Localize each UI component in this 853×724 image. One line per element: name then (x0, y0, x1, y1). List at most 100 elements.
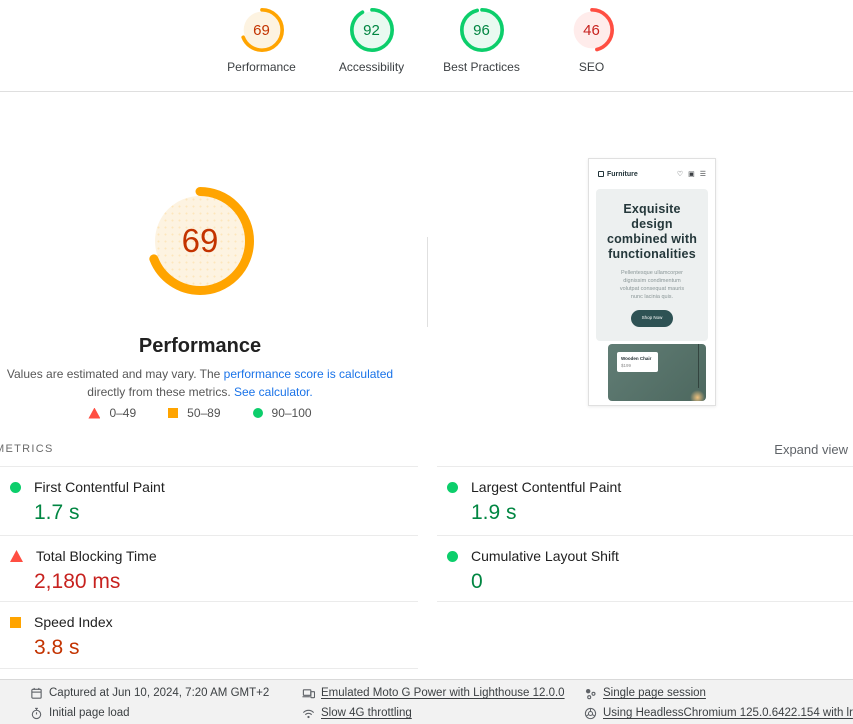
accessibility-gauge-icon: 92 (349, 8, 394, 52)
session-mode[interactable]: Single page session (584, 685, 853, 701)
single-page-session-icon (585, 688, 596, 699)
metric-cumulative-layout-shift: Cumulative Layout Shift 0 (437, 535, 853, 601)
metrics-section-title: METRICS (0, 443, 54, 455)
metric-value: 0 (471, 570, 483, 593)
emulated-device[interactable]: Emulated Moto G Power with Lighthouse 12… (302, 685, 565, 701)
metric-empty-cell (437, 601, 853, 669)
report-footer: Captured at Jun 10, 2024, 7:20 AM GMT+2 … (0, 679, 853, 724)
description-text: Values are estimated and may vary. The (6, 367, 224, 381)
chromium-icon (584, 707, 597, 719)
gauge-dot-pattern (155, 196, 245, 286)
thumb-lamp-cord (698, 344, 699, 388)
thumb-shop-now-button: Shop Now (630, 310, 674, 327)
metric-label: First Contentful Paint (34, 479, 165, 495)
pass-circle-icon (252, 408, 263, 418)
page-load-text: Initial page load (49, 707, 130, 719)
fail-triangle-icon (10, 550, 23, 562)
thumb-product-image: Wooden Chair $199 (608, 344, 706, 401)
performance-score: 69 (253, 21, 270, 39)
thumb-menu-icon: ☰ (699, 170, 706, 178)
seo-label: SEO (578, 60, 605, 74)
category-score-bar: 69 Performance 92 Accessibility 96 Best … (0, 0, 853, 92)
metric-first-contentful-paint: First Contentful Paint 1.7 s (0, 466, 418, 535)
seo-score: 46 (583, 21, 600, 39)
legend-fail-range: 0–49 (109, 406, 137, 420)
metric-label: Largest Contentful Paint (471, 479, 622, 495)
metric-label: Speed Index (34, 614, 113, 630)
score-legend: 0–49 50–89 90–100 (0, 406, 400, 420)
average-square-icon (10, 616, 21, 628)
page-load-mode: Initial page load (30, 705, 269, 721)
thumb-hero-heading: Exquisite design combined with functiona… (606, 202, 698, 261)
best-practices-score: 96 (473, 21, 490, 39)
metrics-header: METRICS Expand view (0, 441, 853, 466)
see-calculator-link[interactable]: See calculator. (233, 385, 313, 399)
thumb-hero-body: Pellentesque ullamcorper dignissim condi… (619, 270, 685, 300)
performance-score-gauge: 69 (146, 187, 254, 295)
accessibility-label: Accessibility (338, 60, 405, 74)
average-square-icon (168, 408, 179, 418)
expand-view-button[interactable]: Expand view (774, 442, 848, 457)
network-throttling-text[interactable]: Slow 4G throttling (321, 707, 412, 719)
accessibility-score: 92 (363, 21, 380, 39)
performance-score-value: 69 (181, 222, 219, 259)
best-practices-gauge-icon: 96 (459, 8, 504, 52)
final-screenshot-thumbnail: Furniture ♡ ▣ ☰ Exquisite design combine… (588, 158, 716, 406)
network-throttling-icon (302, 709, 315, 718)
thumb-product-card: Wooden Chair $199 (617, 352, 658, 372)
performance-label: Performance (227, 60, 296, 74)
legend-average-range: 50–89 (187, 406, 221, 420)
thumb-brand: Furniture (598, 171, 638, 178)
thumb-lamp-glow (690, 390, 705, 401)
metric-largest-contentful-paint: Largest Contentful Paint 1.9 s (437, 466, 853, 535)
gauge-performance[interactable]: 69 Performance (207, 8, 317, 91)
metric-label: Total Blocking Time (36, 548, 157, 564)
legend-pass-range: 90–100 (271, 406, 312, 420)
emulated-device-icon (302, 688, 315, 698)
browser-version-text[interactable]: Using HeadlessChromium 125.0.6422.154 wi… (603, 707, 853, 719)
metric-value: 3.8 s (34, 636, 80, 659)
gauge-best-practices[interactable]: 96 Best Practices (427, 8, 537, 91)
browser-version[interactable]: Using HeadlessChromium 125.0.6422.154 wi… (584, 705, 853, 721)
thumb-wishlist-icon: ♡ (676, 170, 684, 178)
metric-speed-index: Speed Index 3.8 s (0, 601, 418, 669)
session-mode-text[interactable]: Single page session (603, 687, 706, 699)
gauge-accessibility[interactable]: 92 Accessibility (317, 8, 427, 91)
legend-average: 50–89 (168, 406, 221, 420)
calendar-icon (31, 687, 42, 699)
thumb-site-header: Furniture ♡ ▣ ☰ (589, 159, 715, 189)
metrics-grid: First Contentful Paint 1.7 s Largest Con… (0, 466, 853, 669)
thumb-nav-icons: ♡ ▣ ☰ (677, 171, 706, 178)
metric-label: Cumulative Layout Shift (471, 548, 619, 564)
gauge-seo[interactable]: 46 SEO (537, 8, 647, 91)
legend-pass: 90–100 (252, 406, 312, 420)
metric-value: 2,180 ms (34, 570, 121, 593)
thumb-product-price: $199 (621, 363, 632, 368)
footer-column-capture: Captured at Jun 10, 2024, 7:20 AM GMT+2 … (30, 685, 269, 721)
legend-fail: 0–49 (88, 406, 136, 420)
thumb-brand-logo-icon (598, 171, 604, 177)
captured-at-text: Captured at Jun 10, 2024, 7:20 AM GMT+2 (49, 687, 270, 699)
fail-triangle-icon (88, 407, 101, 419)
thumb-cart-icon: ▣ (688, 170, 695, 178)
metric-total-blocking-time: Total Blocking Time 2,180 ms (0, 535, 418, 601)
thumb-brand-name: Furniture (607, 170, 638, 178)
emulated-device-text[interactable]: Emulated Moto G Power with Lighthouse 12… (321, 687, 565, 699)
stopwatch-icon (31, 707, 42, 719)
pass-circle-icon (447, 481, 458, 493)
network-throttling[interactable]: Slow 4G throttling (302, 705, 565, 721)
score-calc-link[interactable]: performance score is calculated (223, 367, 394, 381)
vertical-divider (427, 237, 428, 327)
pass-circle-icon (10, 481, 21, 493)
captured-at: Captured at Jun 10, 2024, 7:20 AM GMT+2 (30, 685, 269, 701)
seo-gauge-icon: 46 (569, 8, 614, 52)
pass-circle-icon (447, 550, 458, 562)
performance-summary: 69 Performance Values are estimated and … (0, 92, 400, 437)
footer-column-session: Single page session Using HeadlessChromi… (584, 685, 853, 721)
metric-value: 1.9 s (471, 501, 517, 524)
thumb-hero-section: Exquisite design combined with functiona… (596, 189, 708, 341)
page-title: Performance (138, 334, 262, 357)
metric-value: 1.7 s (34, 501, 80, 524)
best-practices-label: Best Practices (443, 60, 520, 74)
